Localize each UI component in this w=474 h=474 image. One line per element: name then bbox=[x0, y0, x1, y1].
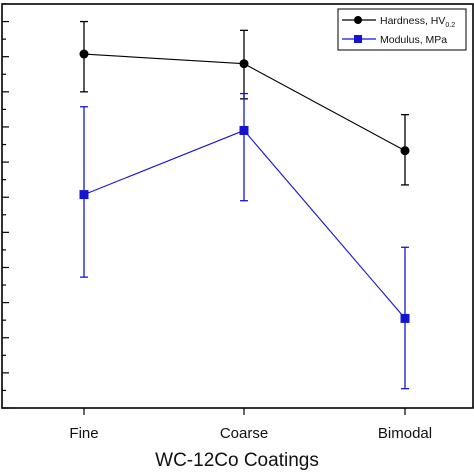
x-axis-title: WC-12Co Coatings bbox=[155, 450, 319, 471]
x-tick-label-coarse: Coarse bbox=[220, 425, 268, 442]
plot-border bbox=[1, 3, 474, 409]
x-axis-ticks: Fine Coarse Bimodal bbox=[69, 408, 432, 442]
modulus-point bbox=[79, 190, 89, 200]
modulus-point bbox=[400, 313, 410, 323]
series-hardness bbox=[79, 20, 410, 186]
hardness-point bbox=[79, 49, 89, 59]
svg-text:Hardness, HV0.2: Hardness, HV0.2 bbox=[380, 15, 455, 29]
x-tick-label-fine: Fine bbox=[69, 425, 98, 442]
legend-marker-hardness bbox=[354, 16, 362, 24]
legend-label-modulus: Modulus, MPa bbox=[380, 34, 447, 46]
hardness-point bbox=[239, 59, 249, 69]
y-axis-ticks bbox=[2, 3, 9, 409]
series-modulus bbox=[79, 92, 410, 390]
x-tick-label-bimodal: Bimodal bbox=[378, 425, 432, 442]
legend-label-hardness-sub: 0.2 bbox=[445, 22, 455, 29]
series-group bbox=[79, 20, 410, 390]
hardness-point bbox=[400, 146, 410, 156]
legend-label-hardness: Hardness, HV bbox=[380, 15, 445, 27]
legend: Hardness, HV0.2 Modulus, MPa bbox=[337, 8, 467, 51]
plot-frame bbox=[1, 3, 474, 409]
legend-marker-modulus bbox=[354, 35, 362, 43]
modulus-point bbox=[239, 125, 249, 135]
